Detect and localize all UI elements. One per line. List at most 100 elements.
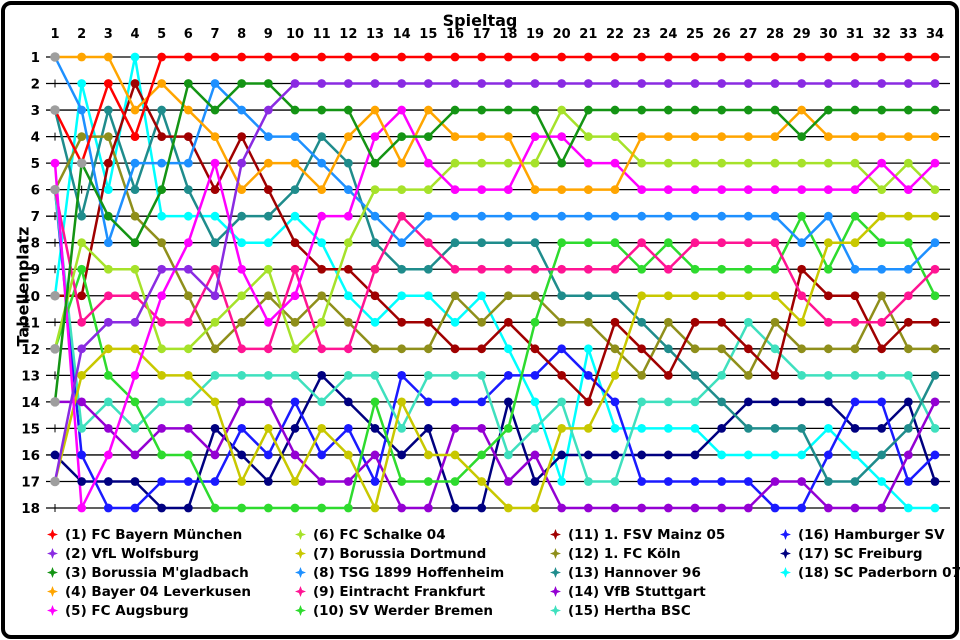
dot-bsc-md31 — [850, 370, 860, 380]
dot-h96-md12 — [343, 158, 353, 168]
dot-s04-md22 — [610, 132, 620, 141]
line-m05 — [55, 82, 935, 404]
x-tick-11: 11 — [313, 27, 331, 42]
dot-tsg-md19 — [530, 211, 540, 221]
dot-sge-md26 — [717, 238, 727, 248]
dot-h96-md25 — [690, 370, 700, 380]
dot-h96-md31 — [850, 477, 860, 486]
dot-bmg-md20 — [557, 158, 567, 168]
dot-tsg-md26 — [717, 211, 727, 221]
dot-shared-md1-pos1 — [50, 52, 60, 62]
dot-sge-md16 — [450, 264, 460, 274]
dot-bmg-md12 — [343, 105, 353, 115]
dot-bsc-md19 — [530, 424, 540, 433]
dot-tsg-md11 — [317, 158, 327, 168]
dot-s04-md7 — [210, 317, 220, 327]
dot-bmg-md32 — [877, 105, 887, 115]
dot-fcb-md31 — [850, 52, 860, 62]
dot-h96-md5 — [157, 105, 167, 115]
dot-svw-md15 — [423, 477, 433, 486]
legend-item-bmg: (3) Borussia M'gladbach — [47, 563, 249, 582]
dot-vfb-md23 — [637, 503, 647, 513]
dot-bsc-md24 — [663, 397, 673, 407]
dot-svw-md3 — [103, 370, 113, 380]
dot-bmg-md29 — [797, 132, 807, 141]
dot-wob-md13 — [370, 79, 380, 88]
dot-bvb-md9 — [263, 424, 273, 433]
dot-bsc-md20 — [557, 397, 567, 407]
dot-scf-md6 — [183, 503, 193, 513]
dot-svw-md10 — [290, 503, 300, 513]
dot-bvb-md28 — [770, 291, 780, 301]
dot-b04-md2 — [77, 52, 87, 62]
dot-h96-md26 — [717, 397, 727, 407]
dot-bmg-md14 — [397, 132, 407, 141]
dot-bmg-md34 — [930, 105, 940, 115]
dot-tsg-md7 — [210, 79, 220, 88]
dot-scf-md31 — [850, 424, 860, 433]
legend-label-scf: (17) SC Freiburg — [798, 545, 923, 562]
dot-hsv-md34 — [930, 450, 940, 460]
dot-fca-md18 — [503, 185, 513, 195]
dot-bvb-md32 — [877, 211, 887, 221]
dot-svw-md24 — [663, 238, 673, 248]
dot-koe-md12 — [343, 317, 353, 327]
dot-svw-md4 — [130, 397, 140, 407]
dot-koe-md14 — [397, 344, 407, 354]
dot-b04-md14 — [397, 158, 407, 168]
dot-scf-md2 — [77, 477, 87, 486]
x-tick-1: 1 — [50, 27, 59, 42]
dot-h96-md17 — [477, 238, 487, 248]
dot-b04-md23 — [637, 132, 647, 141]
dot-b04-md15 — [423, 105, 433, 115]
dot-bvb-md4 — [130, 344, 140, 354]
dot-wob-md7 — [210, 291, 220, 301]
dot-shared-md1-pos10 — [50, 290, 60, 301]
dot-tsg-md16 — [450, 211, 460, 221]
legend-marker-m05-icon — [550, 529, 561, 540]
dot-bsc-md22 — [610, 477, 620, 486]
dot-fca-md4 — [130, 370, 140, 380]
dot-m05-md26 — [717, 317, 727, 327]
dot-bmg-md19 — [530, 105, 540, 115]
y-tick-2: 2 — [31, 77, 40, 93]
dot-m05-md8 — [237, 132, 247, 141]
dot-s04-md24 — [663, 158, 673, 168]
dot-bsc-md13 — [370, 370, 380, 380]
dot-tsg-md10 — [290, 132, 300, 141]
legend-marker-scf-icon — [780, 548, 791, 559]
dot-vfb-md34 — [930, 397, 940, 407]
dot-wob-md9 — [263, 105, 273, 115]
dot-bvb-md3 — [103, 344, 113, 354]
dot-scf-md24 — [663, 450, 673, 460]
dot-wob-md25 — [690, 79, 700, 88]
x-tick-31: 31 — [846, 27, 864, 42]
y-tick-6: 6 — [31, 183, 40, 199]
dot-bvb-md22 — [610, 370, 620, 380]
dot-scp-md26 — [717, 450, 727, 460]
dot-s04-md32 — [877, 185, 887, 195]
dot-koe-md27 — [743, 370, 753, 380]
dot-wob-md4 — [130, 317, 140, 327]
dot-h96-md16 — [450, 238, 460, 248]
dot-bsc-md25 — [690, 397, 700, 407]
x-tick-32: 32 — [873, 27, 891, 42]
dot-wob-md20 — [557, 79, 567, 88]
dot-h96-md33 — [903, 424, 913, 433]
dot-wob-md23 — [637, 79, 647, 88]
dot-vfb-md15 — [423, 503, 433, 513]
dot-vfb-md29 — [797, 477, 807, 486]
dot-bsc-md11 — [317, 397, 327, 407]
dot-koe-md6 — [183, 291, 193, 301]
y-tick-10: 10 — [21, 289, 40, 305]
dot-bsc-md32 — [877, 370, 887, 380]
dot-hsv-md3 — [103, 503, 113, 513]
x-tick-34: 34 — [926, 27, 944, 42]
x-tick-18: 18 — [499, 27, 517, 42]
dot-bmg-md31 — [850, 105, 860, 115]
dot-sge-md15 — [423, 238, 433, 248]
dot-scf-md32 — [877, 424, 887, 433]
legend-label-fca: (5) FC Augsburg — [65, 602, 189, 619]
dot-wob-md19 — [530, 79, 540, 88]
dot-b04-md7 — [210, 132, 220, 141]
